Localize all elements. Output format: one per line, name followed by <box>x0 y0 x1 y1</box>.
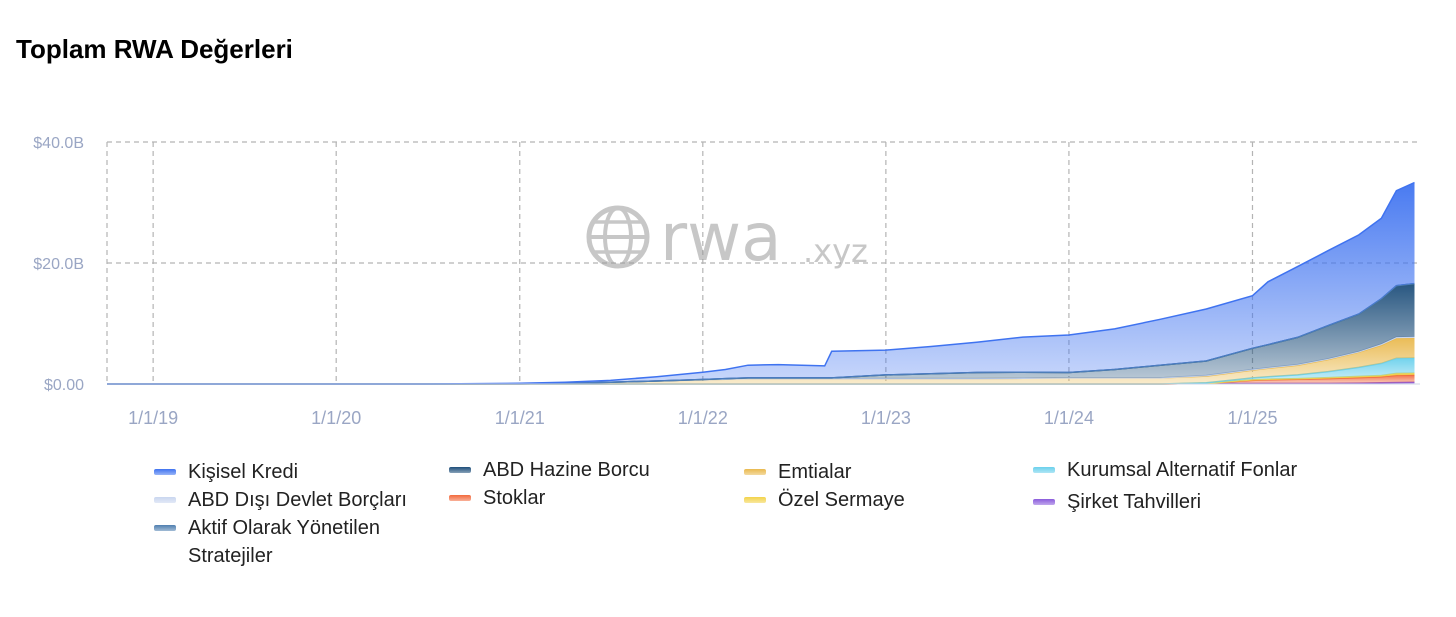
y-tick-label: $20.0B <box>33 256 84 273</box>
x-tick-label: 1/1/19 <box>128 408 178 428</box>
area-ki-isel-kredi-8 <box>107 182 1415 384</box>
watermark-text: rwa <box>660 199 782 276</box>
x-tick-label: 1/1/25 <box>1227 408 1277 428</box>
axes: $0.00 $20.0B $40.0B 1/1/19 1/1/20 1/1/21 1/1/2… <box>33 135 1420 428</box>
x-tick-label: 1/1/22 <box>678 408 728 428</box>
x-tick-label: 1/1/24 <box>1044 408 1094 428</box>
area-stoklar-1 <box>107 374 1415 384</box>
y-tick-label: $0.00 <box>44 377 84 394</box>
x-tick-label: 1/1/23 <box>861 408 911 428</box>
x-tick-label: 1/1/20 <box>311 408 361 428</box>
x-tick-label: 1/1/21 <box>495 408 545 428</box>
chart-title: Toplam RWA Değerleri <box>16 34 293 64</box>
watermark-logo: rwa .xyz <box>586 199 868 276</box>
watermark-suffix: .xyz <box>803 232 868 270</box>
y-tick-label: $40.0B <box>33 135 84 152</box>
grid <box>106 141 1420 384</box>
globe-icon <box>586 205 650 269</box>
series-line <box>107 181 1415 385</box>
